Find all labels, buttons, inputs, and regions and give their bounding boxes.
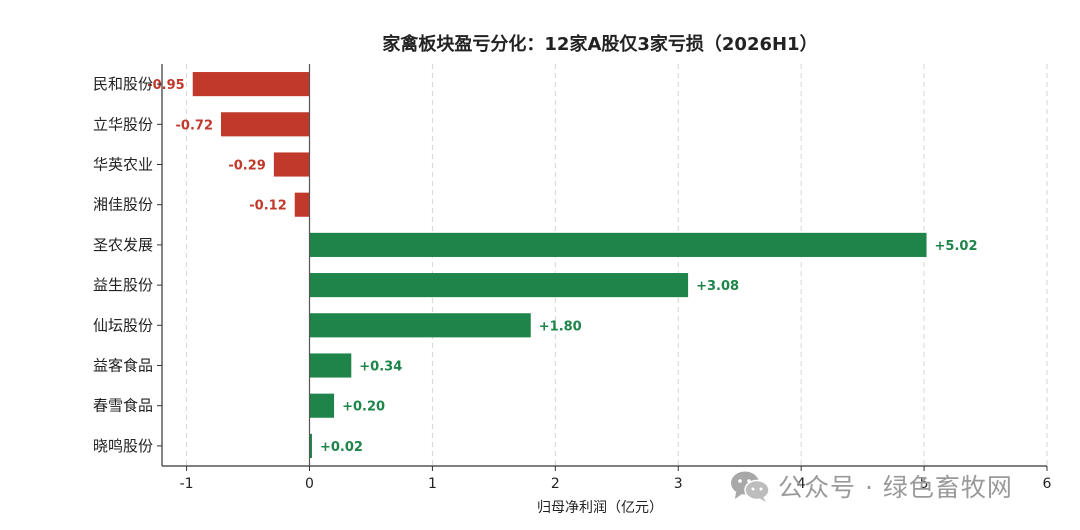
category-label: 民和股份: [93, 75, 153, 93]
bar: [294, 192, 310, 217]
watermark: 公众号 · 绿色畜牧网: [730, 468, 1013, 504]
bar: [309, 273, 689, 298]
x-tick-label: 4: [797, 476, 806, 492]
bar-value-label: -0.29: [228, 159, 265, 174]
bar: [309, 313, 531, 338]
x-axis-title: 归母净利润（亿元）: [537, 499, 663, 516]
category-label: 益生股份: [93, 276, 153, 294]
bar: [273, 152, 310, 177]
bar-value-label: +0.34: [359, 360, 402, 375]
category-label: 湘佳股份: [93, 196, 153, 214]
bar-value-label: +0.02: [320, 440, 363, 455]
bar: [309, 353, 352, 378]
x-tick-label: 0: [305, 476, 314, 492]
bar-value-label: -0.95: [147, 78, 184, 93]
x-tick-label: -1: [180, 476, 194, 492]
x-tick-label: 3: [674, 476, 683, 492]
chart-title: 家禽板块盈亏分化：12家A股仅3家亏损（2026H1）: [382, 33, 817, 55]
x-tick-label: 6: [1043, 476, 1052, 492]
category-label: 春雪食品: [93, 397, 153, 415]
axes-group: -1 0 1 2 3 4 5 6 民和股份立华股份华英农业湘佳股份圣农发展益生股份仙坛股份益客食…: [93, 64, 1052, 492]
watermark-text: 公众号 · 绿色畜牧网: [778, 473, 1013, 502]
bar-value-label: +3.08: [696, 279, 739, 294]
bar: [192, 72, 310, 97]
bar: [221, 112, 310, 137]
bar-value-label: -0.72: [176, 118, 213, 133]
value-labels-group: -0.95 -0.72 -0.29 -0.12 +5.02 +3.08 +1.80 +0.34…: [147, 78, 977, 455]
x-tick-label: 2: [551, 476, 560, 492]
bar-value-label: +1.80: [539, 319, 582, 334]
category-label: 仙坛股份: [93, 316, 153, 334]
bar-value-label: +0.20: [342, 400, 385, 415]
x-tick-label: 1: [428, 476, 437, 492]
category-label: 圣农发展: [93, 236, 153, 254]
bars-group: [192, 72, 927, 458]
bar: [309, 433, 312, 458]
x-tick-label: 5: [920, 476, 929, 492]
bar: [309, 232, 927, 257]
bar-value-label: +5.02: [935, 239, 978, 254]
category-label: 益客食品: [93, 357, 153, 375]
category-label: 晓鸣股份: [93, 437, 153, 455]
bar: [309, 393, 335, 418]
category-label: 立华股份: [93, 115, 153, 133]
bar-value-label: -0.12: [249, 199, 286, 214]
wechat-icon: [731, 471, 770, 502]
category-label: 华英农业: [93, 156, 153, 174]
